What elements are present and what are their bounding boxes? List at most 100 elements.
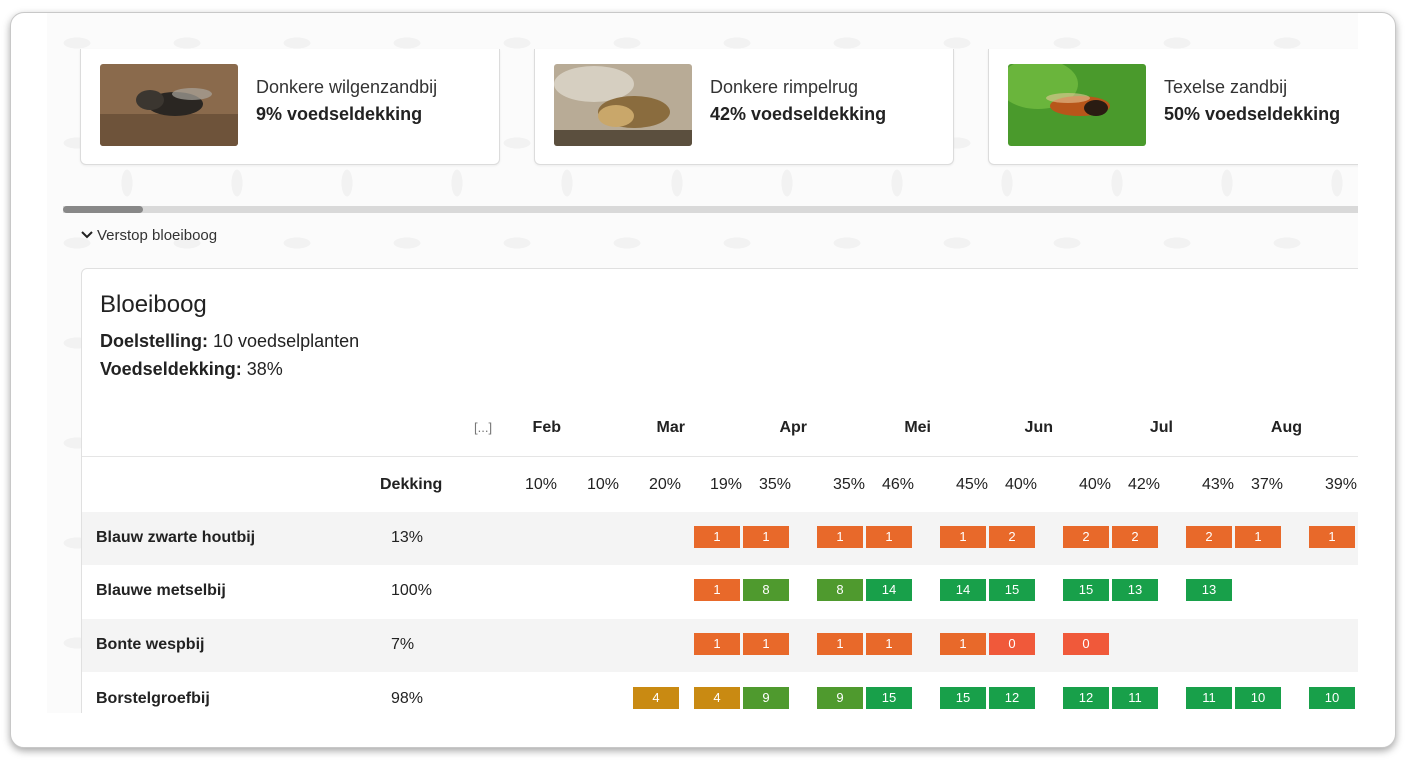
bloom-cell[interactable]: 1 bbox=[940, 633, 986, 655]
bee-photo bbox=[554, 64, 692, 146]
bloom-cell[interactable]: 2 bbox=[1186, 526, 1232, 548]
bloom-cell[interactable]: 1 bbox=[694, 579, 740, 601]
coverage-percent: 45% bbox=[956, 476, 989, 493]
coverage-label: Voedseldekking: bbox=[100, 359, 242, 379]
coverage-percent: 46% bbox=[882, 476, 915, 493]
bee-coverage: 50% voedseldekking bbox=[1164, 104, 1341, 124]
bloom-cell[interactable]: 1 bbox=[1235, 526, 1281, 548]
bloom-cell[interactable]: 11 bbox=[1186, 687, 1232, 709]
bloom-cell[interactable]: 2 bbox=[1063, 526, 1109, 548]
bloom-cell[interactable]: 10 bbox=[1235, 687, 1281, 709]
coverage-percent: 35% bbox=[833, 476, 866, 493]
bloom-cell[interactable]: 1 bbox=[694, 526, 740, 548]
bloom-cell[interactable]: 1 bbox=[866, 526, 912, 548]
bloom-cell[interactable]: 1 bbox=[743, 526, 789, 548]
bloom-cell[interactable]: 2 bbox=[1112, 526, 1158, 548]
bee-card[interactable]: Texelse zandbij 50% voedseldekking bbox=[988, 49, 1358, 165]
collapsed-columns-marker[interactable]: [...] bbox=[474, 420, 493, 435]
horizontal-scrollbar[interactable] bbox=[63, 206, 1358, 213]
table-row: Blauwe metselbij 100% 1 8 8 14 14 15 15 13 13 bbox=[82, 565, 1358, 618]
month-header: Apr bbox=[779, 419, 807, 436]
bee-name: Texelse zandbij bbox=[1164, 77, 1288, 97]
bee-photo bbox=[1008, 64, 1146, 146]
coverage-percent: 10% bbox=[587, 476, 620, 493]
bloom-cell[interactable]: 1 bbox=[817, 526, 863, 548]
bee-name: Donkere rimpelrug bbox=[710, 77, 859, 97]
bloom-cell[interactable]: 15 bbox=[989, 579, 1035, 601]
coverage-percent: 42% bbox=[1128, 476, 1161, 493]
target-label: Doelstelling: bbox=[100, 331, 209, 351]
month-header: Mei bbox=[904, 419, 931, 436]
bloom-cell[interactable]: 12 bbox=[1063, 687, 1109, 709]
bee-photo bbox=[100, 64, 238, 146]
coverage-percent: 37% bbox=[1251, 476, 1284, 493]
bloom-cell[interactable]: 10 bbox=[1309, 687, 1355, 709]
coverage-percent: 20% bbox=[649, 476, 682, 493]
toggle-label: Verstop bloeiboog bbox=[97, 227, 218, 244]
species-name: Blauw zwarte houtbij bbox=[96, 529, 256, 546]
bee-card[interactable]: Donkere rimpelrug 42% voedseldekking bbox=[534, 49, 954, 165]
coverage-percent: 19% bbox=[710, 476, 743, 493]
coverage-percent: 35% bbox=[759, 476, 792, 493]
hide-bloom-toggle[interactable]: Verstop bloeiboog bbox=[81, 227, 217, 244]
month-header: Feb bbox=[532, 419, 561, 436]
bloom-cell[interactable]: 1 bbox=[866, 633, 912, 655]
species-dekking: 98% bbox=[391, 690, 424, 707]
table-row: Borstelgroefbij 98% 4 4 9 9 15 15 12 12 11 11 10 10 bbox=[82, 673, 1358, 713]
bloom-cell[interactable]: 15 bbox=[866, 687, 912, 709]
bloom-cell[interactable]: 14 bbox=[940, 579, 986, 601]
coverage-percent: 10% bbox=[525, 476, 558, 493]
bloom-panel: Bloeiboog Doelstelling: 10 voedselplante… bbox=[81, 268, 1358, 713]
bloom-cell[interactable]: 1 bbox=[743, 633, 789, 655]
month-header: Mar bbox=[656, 419, 685, 436]
bloom-cell[interactable]: 14 bbox=[866, 579, 912, 601]
table-row: Bonte wespbij 7% 1 1 1 1 1 0 0 bbox=[82, 619, 1358, 672]
bloom-cell[interactable]: 1 bbox=[694, 633, 740, 655]
table-row: Blauw zwarte houtbij 13% 1 1 1 1 1 2 2 2 2 1 1 bbox=[82, 512, 1358, 565]
bloom-cell[interactable]: 8 bbox=[743, 579, 789, 601]
bloom-cell[interactable]: 0 bbox=[989, 633, 1035, 655]
bloom-cell[interactable]: 15 bbox=[1063, 579, 1109, 601]
bloom-cell[interactable]: 1 bbox=[817, 633, 863, 655]
species-dekking: 7% bbox=[391, 636, 415, 653]
bloom-cell[interactable]: 15 bbox=[940, 687, 986, 709]
bloom-cell[interactable]: 13 bbox=[1186, 579, 1232, 601]
coverage-percent: 40% bbox=[1005, 476, 1038, 493]
app-window: Donkere wilgenzandbij 9% voedseldekking … bbox=[10, 12, 1396, 748]
bloom-cell[interactable]: 9 bbox=[743, 687, 789, 709]
coverage-value: 38% bbox=[241, 359, 283, 379]
bloom-cell[interactable]: 0 bbox=[1063, 633, 1109, 655]
coverage-percent: 40% bbox=[1079, 476, 1112, 493]
bloom-cell[interactable]: 11 bbox=[1112, 687, 1158, 709]
bloom-cell[interactable]: 9 bbox=[817, 687, 863, 709]
species-name: Bonte wespbij bbox=[96, 636, 205, 653]
panel-title: Bloeiboog bbox=[100, 291, 207, 318]
dekking-header: Dekking bbox=[380, 476, 443, 493]
species-name: Borstelgroefbij bbox=[96, 690, 210, 707]
bloom-cell[interactable]: 4 bbox=[694, 687, 740, 709]
bee-card-list: Donkere wilgenzandbij 9% voedseldekking … bbox=[80, 49, 1358, 167]
bloom-cell[interactable]: 8 bbox=[817, 579, 863, 601]
header-divider bbox=[82, 456, 1358, 457]
month-header: Jul bbox=[1149, 419, 1173, 436]
species-dekking: 13% bbox=[391, 529, 424, 546]
bloom-cell[interactable]: 1 bbox=[1309, 526, 1355, 548]
bee-card[interactable]: Donkere wilgenzandbij 9% voedseldekking bbox=[80, 49, 500, 165]
bloom-cell[interactable]: 12 bbox=[989, 687, 1035, 709]
bee-name: Donkere wilgenzandbij bbox=[256, 77, 438, 97]
coverage-line: Voedseldekking: 38% bbox=[100, 359, 283, 380]
bloom-cell[interactable]: 2 bbox=[989, 526, 1035, 548]
target-line: Doelstelling: 10 voedselplanten bbox=[100, 331, 359, 352]
bloom-cell[interactable]: 13 bbox=[1112, 579, 1158, 601]
month-header: Jun bbox=[1024, 419, 1053, 436]
bloom-cell[interactable]: 1 bbox=[940, 526, 986, 548]
coverage-percent: 39% bbox=[1325, 476, 1358, 493]
month-header: Aug bbox=[1270, 419, 1302, 436]
coverage-percent: 43% bbox=[1202, 476, 1235, 493]
bloom-cell[interactable]: 4 bbox=[633, 687, 679, 709]
target-value: 10 voedselplanten bbox=[208, 331, 360, 351]
chevron-down-icon bbox=[81, 227, 93, 244]
bee-coverage: 9% voedseldekking bbox=[256, 104, 423, 124]
scrollbar-thumb[interactable] bbox=[63, 206, 143, 213]
species-name: Blauwe metselbij bbox=[96, 582, 226, 599]
